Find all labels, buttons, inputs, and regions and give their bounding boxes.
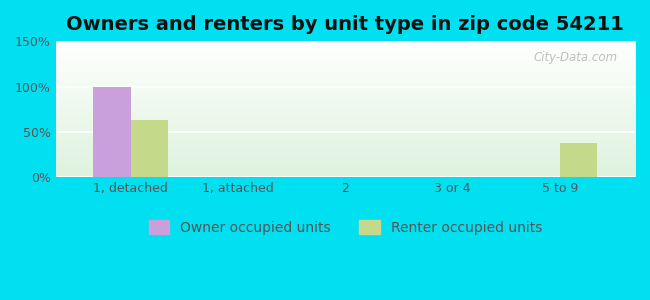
Legend: Owner occupied units, Renter occupied units: Owner occupied units, Renter occupied un…	[143, 214, 548, 240]
Bar	[131, 120, 168, 177]
Title: Owners and renters by unit type in zip code 54211: Owners and renters by unit type in zip c…	[66, 15, 624, 34]
Bar	[560, 143, 597, 177]
Text: City-Data.com: City-Data.com	[534, 51, 618, 64]
Bar	[94, 86, 131, 177]
